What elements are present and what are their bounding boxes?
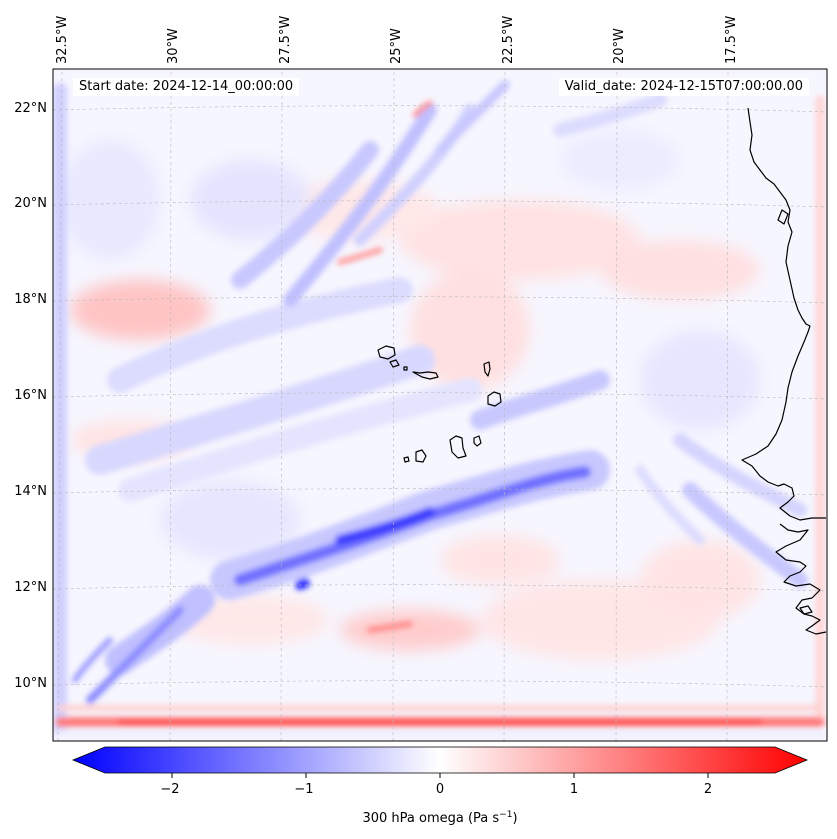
lon-tick-27-5w: 27.5°W — [278, 16, 293, 64]
lon-tick-30w: 30°W — [166, 28, 181, 64]
lon-tick-25w: 25°W — [389, 28, 404, 64]
island-sao-vicente — [389, 359, 400, 368]
lat-tick-labels: 22°N 20°N 18°N 16°N 14°N 12°N 10°N — [14, 101, 47, 691]
lat-tick-22n: 22°N — [14, 101, 47, 116]
colorbar-tick-0: 0 — [436, 782, 444, 797]
island-brava — [403, 456, 410, 463]
island-santiago — [449, 435, 467, 459]
start-date-label: Start date: 2024-12-14_00:00:00 — [73, 78, 300, 96]
colorbar-tick-neg2: −2 — [160, 782, 179, 797]
valid-date-label: Valid_date: 2024-12-15T07:00:00.00 — [558, 78, 809, 96]
colorbar-bar — [71, 746, 809, 774]
colorbar-ticks — [171, 773, 709, 778]
lon-tick-labels: 32.5°W 30°W 27.5°W 25°W 22.5°W 20°W 17.5… — [55, 16, 739, 64]
gridlines — [53, 69, 827, 741]
island-sao-nicolau — [412, 371, 439, 380]
island-fogo — [415, 449, 427, 463]
colorbar: −2 −1 0 1 2 300 hPa omega (Pa s−1) — [71, 746, 809, 826]
island-santo-antao — [377, 345, 396, 360]
lat-tick-16n: 16°N — [14, 388, 47, 403]
colorbar-tick-2: 2 — [704, 782, 712, 797]
lat-tick-14n: 14°N — [14, 484, 47, 499]
lat-tick-10n: 10°N — [14, 676, 47, 691]
colorbar-label: 300 hPa omega (Pa s−1) — [362, 810, 517, 826]
lon-tick-22-5w: 22.5°W — [501, 16, 516, 64]
lon-tick-17-5w: 17.5°W — [724, 16, 739, 64]
africa-coastline — [741, 107, 826, 521]
island-santa-luzia — [403, 366, 408, 371]
omega-field — [53, 69, 827, 741]
island-maio — [473, 435, 482, 447]
lat-tick-12n: 12°N — [14, 580, 47, 595]
colorbar-tick-neg1: −1 — [294, 782, 313, 797]
map-frame — [52, 68, 828, 742]
island-boa-vista — [487, 391, 502, 407]
cape-verde-islands — [377, 345, 502, 463]
coastlines — [741, 107, 827, 635]
island-sal — [483, 361, 491, 377]
lat-tick-18n: 18°N — [14, 292, 47, 307]
colorbar-tick-1: 1 — [570, 782, 578, 797]
africa-coastline-south — [775, 523, 827, 635]
lat-tick-20n: 20°N — [14, 196, 47, 211]
lon-tick-32-5w: 32.5°W — [55, 16, 70, 64]
lon-tick-20w: 20°W — [612, 28, 627, 64]
